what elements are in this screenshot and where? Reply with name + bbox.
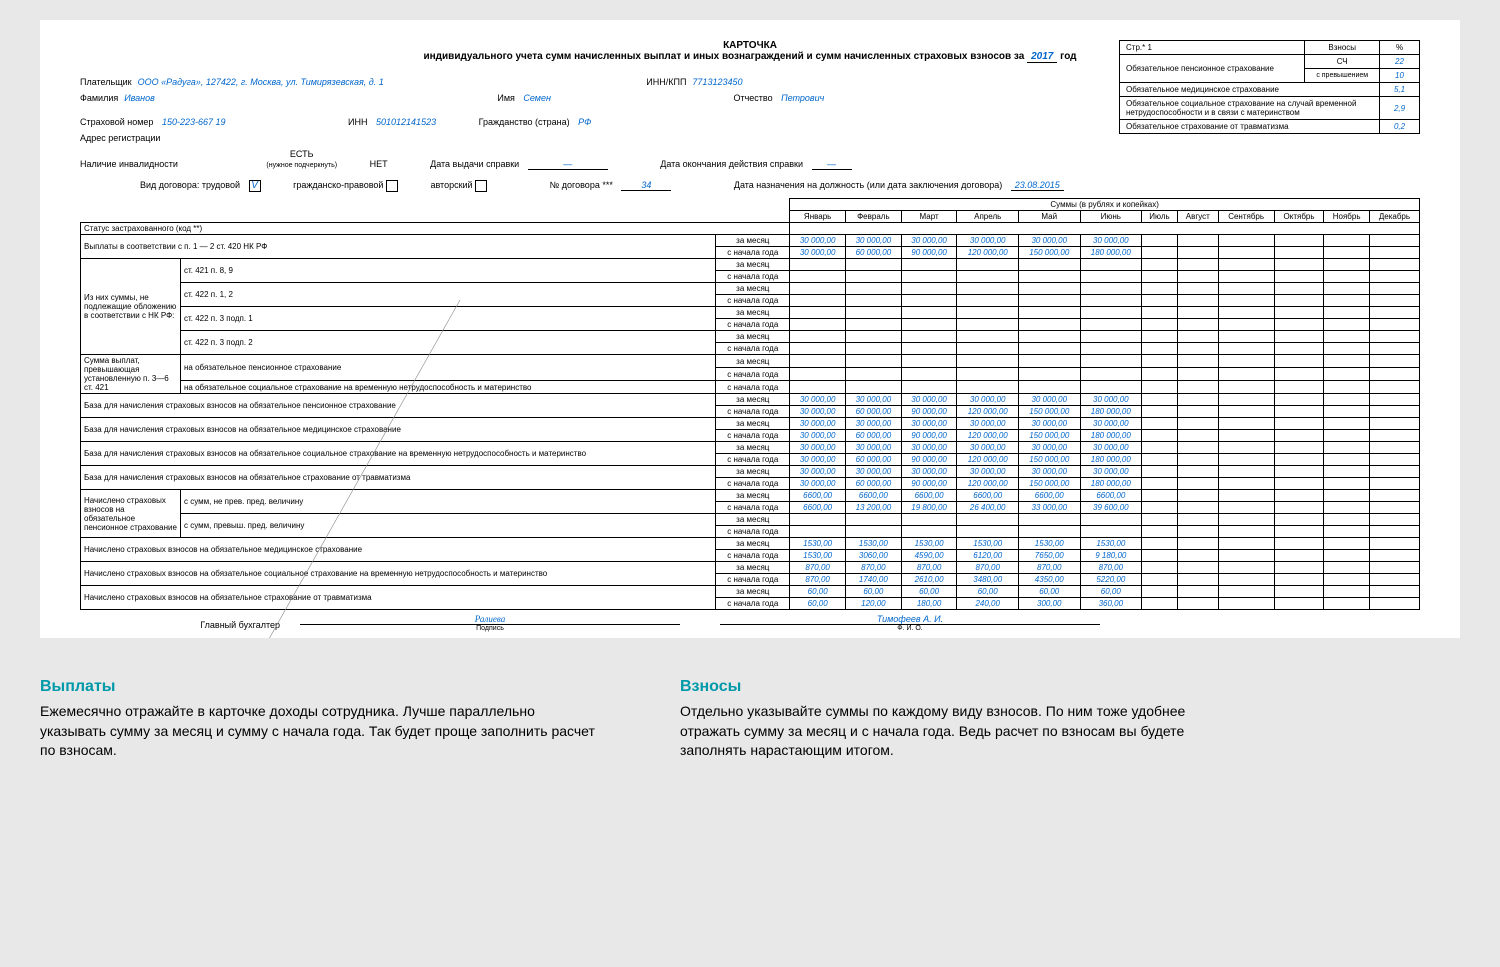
note-2-text: Отдельно указывайте суммы по каждому вид…: [680, 702, 1240, 761]
page-num: Стр.* 1: [1120, 41, 1305, 55]
checkbox-gp[interactable]: [386, 180, 398, 192]
note-1-text: Ежемесячно отражайте в карточке доходы с…: [40, 702, 600, 761]
checkbox-trudovoy[interactable]: V: [249, 180, 261, 192]
rate-row: Обязательное пенсионное страхование: [1120, 55, 1305, 83]
rates-hdr: Взносы: [1305, 41, 1380, 55]
signature-row: Главный бухгалтер РалиеваПодпись Тимофее…: [80, 614, 1420, 632]
main-table: Суммы (в рублях и копейках) ЯнварьФеврал…: [80, 198, 1420, 610]
annotations: Выплаты Ежемесячно отражайте в карточке …: [40, 678, 1460, 761]
rates-box: Стр.* 1 Взносы % Обязательное пенсионное…: [1119, 40, 1420, 134]
pct-hdr: %: [1380, 41, 1420, 55]
document-page: Стр.* 1 Взносы % Обязательное пенсионное…: [40, 20, 1460, 638]
note-1-title: Выплаты: [40, 678, 600, 696]
note-2-title: Взносы: [680, 678, 1240, 696]
checkbox-author[interactable]: [475, 180, 487, 192]
year-field: 2017: [1027, 51, 1057, 63]
